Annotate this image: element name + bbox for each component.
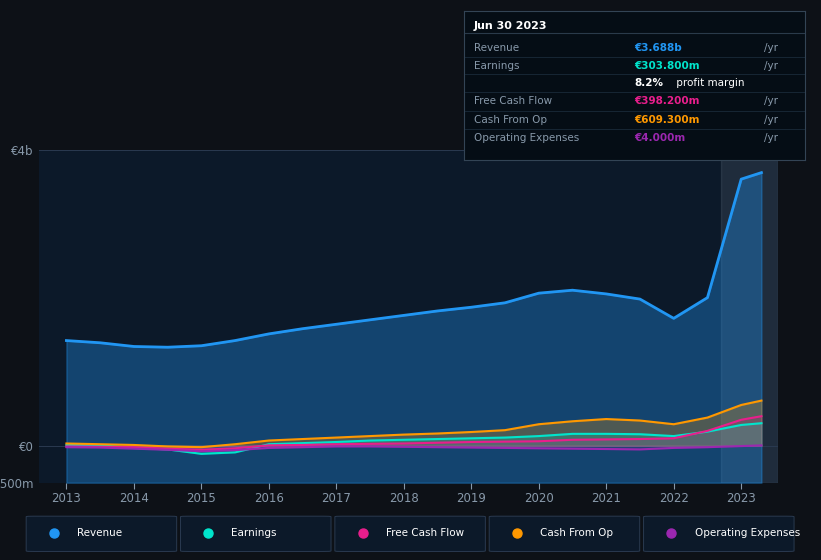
Text: /yr: /yr	[764, 43, 777, 53]
Text: Operating Expenses: Operating Expenses	[474, 133, 580, 143]
Text: Jun 30 2023: Jun 30 2023	[474, 21, 548, 31]
Text: Operating Expenses: Operating Expenses	[695, 529, 800, 538]
FancyBboxPatch shape	[181, 516, 331, 552]
Text: Revenue: Revenue	[77, 529, 122, 538]
Text: Free Cash Flow: Free Cash Flow	[474, 96, 553, 106]
Bar	[721, 150, 778, 483]
Text: €609.300m: €609.300m	[635, 115, 699, 125]
Text: Revenue: Revenue	[474, 43, 519, 53]
Text: 8.2%: 8.2%	[635, 78, 663, 88]
Text: Earnings: Earnings	[474, 60, 520, 71]
Text: /yr: /yr	[764, 115, 777, 125]
Text: Cash From Op: Cash From Op	[540, 529, 613, 538]
FancyBboxPatch shape	[489, 516, 640, 552]
Text: profit margin: profit margin	[673, 78, 745, 88]
Text: /yr: /yr	[764, 60, 777, 71]
FancyBboxPatch shape	[26, 516, 177, 552]
FancyBboxPatch shape	[335, 516, 485, 552]
Text: /yr: /yr	[764, 96, 777, 106]
Text: Earnings: Earnings	[232, 529, 277, 538]
Text: €303.800m: €303.800m	[635, 60, 699, 71]
Text: /yr: /yr	[764, 133, 777, 143]
Text: €398.200m: €398.200m	[635, 96, 699, 106]
Text: Free Cash Flow: Free Cash Flow	[386, 529, 464, 538]
Text: Cash From Op: Cash From Op	[474, 115, 547, 125]
Text: €3.688b: €3.688b	[635, 43, 682, 53]
FancyBboxPatch shape	[644, 516, 794, 552]
Text: €4.000m: €4.000m	[635, 133, 686, 143]
